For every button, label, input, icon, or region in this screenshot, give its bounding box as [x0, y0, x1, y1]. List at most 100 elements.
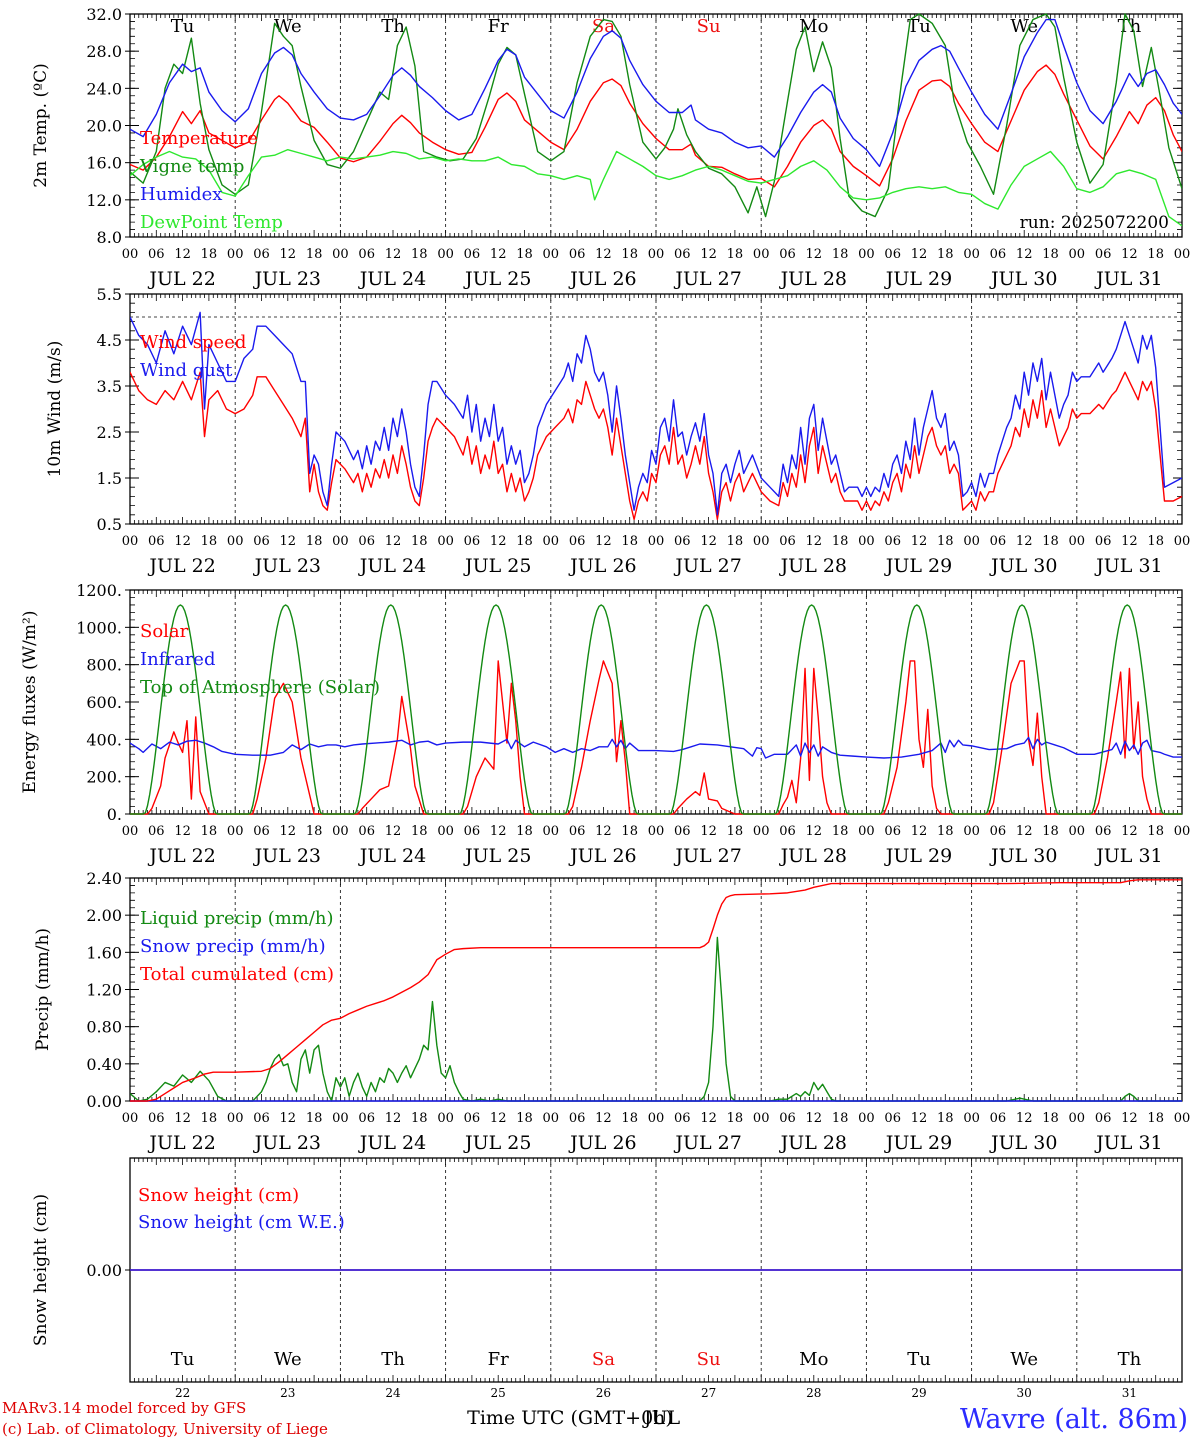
x-hour-label: 12 — [1121, 1111, 1138, 1126]
x-hour-label: 12 — [700, 824, 717, 839]
series-line-humidex — [130, 18, 1182, 168]
x-date-label: JUL 23 — [253, 268, 321, 290]
x-hour-label: 00 — [858, 534, 875, 549]
x-hour-label: 06 — [990, 1111, 1007, 1126]
x-hour-label: 12 — [490, 1111, 507, 1126]
x-hour-label: 00 — [1069, 824, 1086, 839]
x-hour-label: 12 — [280, 824, 297, 839]
x-hour-label: 18 — [727, 247, 744, 262]
x-hour-label: 00 — [437, 534, 454, 549]
x-date-label: JUL 23 — [253, 1132, 321, 1154]
x-date-label: JUL 22 — [147, 1132, 215, 1154]
x-hour-label: 18 — [201, 534, 218, 549]
x-date-label: JUL 31 — [1094, 268, 1162, 290]
x-date-label: JUL 28 — [779, 268, 847, 290]
series-line-temperature — [130, 64, 1182, 188]
x-date-label: JUL 22 — [147, 268, 215, 290]
x-hour-label: 06 — [779, 247, 796, 262]
day-number-label: 24 — [385, 1386, 401, 1400]
x-hour-label: 06 — [1095, 247, 1112, 262]
x-hour-label: 00 — [963, 247, 980, 262]
x-hour-label: 06 — [569, 824, 586, 839]
x-hour-label: 18 — [621, 247, 638, 262]
x-hour-label: 06 — [884, 247, 901, 262]
y-tick-label: 2.5 — [97, 423, 122, 442]
x-hour-label: 06 — [148, 824, 165, 839]
y-tick-label: 1.5 — [97, 469, 122, 488]
x-hour-label: 12 — [911, 824, 928, 839]
legend-entry: Top of Atmosphere (Solar) — [140, 677, 380, 698]
x-date-label: JUL 28 — [779, 555, 847, 577]
x-hour-label: 00 — [648, 824, 665, 839]
series-line-vigne-temp — [130, 13, 1182, 218]
legend-entry: Liquid precip (mm/h) — [140, 908, 334, 929]
y-tick-label: 0.00 — [86, 1261, 122, 1280]
x-date-label: JUL 28 — [779, 845, 847, 867]
x-hour-label: 06 — [990, 534, 1007, 549]
x-hour-label: 18 — [832, 1111, 849, 1126]
x-hour-label: 06 — [358, 1111, 375, 1126]
x-hour-label: 06 — [569, 534, 586, 549]
day-number-label: 28 — [806, 1386, 821, 1400]
x-hour-label: 12 — [595, 1111, 612, 1126]
x-date-label: JUL 30 — [989, 1132, 1057, 1154]
x-hour-label: 12 — [1121, 247, 1138, 262]
x-hour-label: 00 — [1174, 824, 1191, 839]
x-hour-label: 18 — [1042, 534, 1059, 549]
legend-entry: Temperature — [140, 128, 258, 149]
y-tick-label: 1.60 — [86, 943, 122, 962]
x-hour-label: 18 — [1042, 247, 1059, 262]
x-hour-label: 06 — [1095, 534, 1112, 549]
y-tick-label: 0.00 — [86, 1092, 122, 1111]
legend-entry: Vigne temp — [139, 156, 244, 177]
x-hour-label: 00 — [122, 1111, 139, 1126]
x-hour-label: 18 — [1042, 824, 1059, 839]
day-name-label: We — [1010, 16, 1038, 37]
x-hour-label: 00 — [648, 534, 665, 549]
x-axis-title: Time UTC (GMT+0h) — [467, 1407, 673, 1429]
x-date-label: JUL 29 — [884, 268, 952, 290]
legend-entry: Snow precip (mm/h) — [140, 936, 326, 957]
x-hour-label: 00 — [1069, 1111, 1086, 1126]
day-number-label: 26 — [596, 1386, 611, 1400]
legend-entry: Snow height (cm) — [138, 1185, 299, 1206]
x-hour-label: 12 — [700, 247, 717, 262]
x-hour-label: 12 — [806, 534, 823, 549]
x-hour-label: 12 — [490, 534, 507, 549]
x-hour-label: 00 — [858, 824, 875, 839]
day-name-label: Sa — [592, 1349, 615, 1370]
x-hour-label: 18 — [937, 247, 954, 262]
x-hour-label: 18 — [937, 1111, 954, 1126]
x-date-label: JUL 24 — [358, 268, 426, 290]
x-hour-label: 18 — [621, 534, 638, 549]
y-tick-label: 1.20 — [86, 981, 122, 1000]
panels: 8.0 12.0 16.0 20.0 24.0 28.0 32.0 2m Temp. (ºC)… — [20, 5, 1190, 1400]
x-hour-label: 06 — [569, 247, 586, 262]
series-line-solar — [130, 660, 1182, 815]
y-tick-label: 1000. — [76, 618, 122, 637]
x-hour-label: 12 — [1016, 1111, 1033, 1126]
y-axis-label: 2m Temp. (ºC) — [31, 63, 51, 188]
x-hour-label: 18 — [727, 824, 744, 839]
x-hour-label: 00 — [648, 247, 665, 262]
plot-frame — [129, 589, 1183, 815]
x-hour-label: 12 — [280, 247, 297, 262]
x-hour-label: 12 — [385, 1111, 402, 1126]
x-hour-label: 00 — [858, 1111, 875, 1126]
panel-precip: 0.00 0.40 0.80 1.20 1.60 2.00 2.40 Precip (mm/h… — [33, 869, 1190, 1154]
day-name-label: We — [274, 1349, 302, 1370]
y-tick-label: 20.0 — [86, 117, 122, 136]
x-hour-label: 06 — [148, 534, 165, 549]
x-hour-label: 06 — [1095, 824, 1112, 839]
x-date-label: JUL 25 — [463, 1132, 531, 1154]
x-date-label: JUL 25 — [463, 555, 531, 577]
x-hour-label: 12 — [595, 824, 612, 839]
x-hour-label: 18 — [727, 534, 744, 549]
x-hour-label: 12 — [174, 1111, 191, 1126]
x-hour-label: 00 — [963, 534, 980, 549]
series-line-dewpoint-temp — [130, 148, 1182, 227]
x-hour-label: 18 — [516, 1111, 533, 1126]
x-hour-label: 18 — [306, 824, 323, 839]
x-hour-label: 06 — [674, 824, 691, 839]
